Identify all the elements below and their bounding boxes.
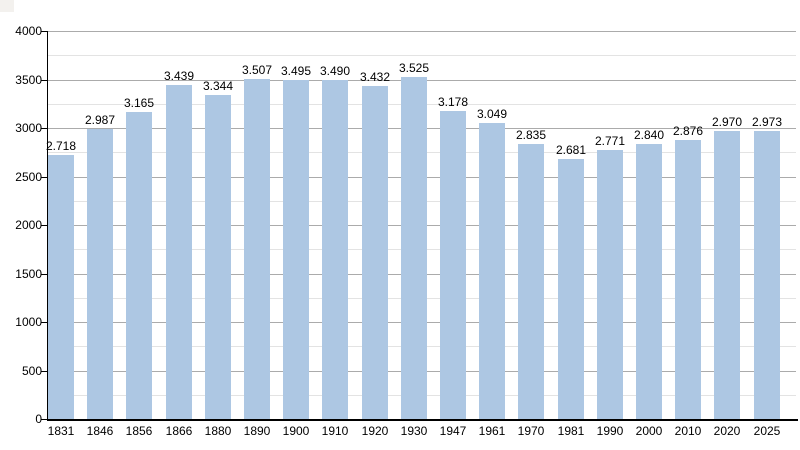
x-tick-label: 1990 [596, 424, 624, 438]
bar [322, 80, 348, 419]
y-axis-tick [41, 274, 47, 275]
y-axis-tick [41, 322, 47, 323]
y-tick-label: 0 [35, 412, 42, 426]
bar-value-label: 3.439 [163, 69, 195, 83]
bar [479, 123, 505, 419]
y-tick-label: 1500 [15, 267, 42, 281]
bar [558, 159, 584, 419]
x-tick-label: 2025 [753, 424, 781, 438]
bar-value-label: 2.718 [45, 139, 77, 153]
x-tick-label: 2020 [713, 424, 741, 438]
x-tick-label: 1831 [47, 424, 75, 438]
bar-value-label: 3.165 [123, 96, 155, 110]
x-tick-label: 2010 [674, 424, 702, 438]
minor-gridline [48, 55, 796, 56]
bar [714, 131, 740, 419]
bar-value-label: 3.178 [437, 95, 469, 109]
x-axis-line [46, 419, 798, 421]
x-tick-label: 1856 [125, 424, 153, 438]
bar-value-label: 3.495 [280, 64, 312, 78]
y-axis-tick [41, 225, 47, 226]
bar-value-label: 2.835 [515, 128, 547, 142]
bar [675, 140, 701, 419]
bar [401, 77, 427, 419]
bar [283, 80, 309, 419]
y-tick-label: 4000 [15, 24, 42, 38]
bar [166, 85, 192, 419]
x-tick-label: 1866 [165, 424, 193, 438]
y-axis-tick [41, 128, 47, 129]
bar [48, 155, 74, 419]
major-gridline [48, 31, 796, 32]
bar [597, 150, 623, 419]
bar-value-label: 3.525 [398, 61, 430, 75]
x-tick-label: 1947 [439, 424, 467, 438]
bar-value-label: 2.876 [672, 124, 704, 138]
y-axis-tick [41, 80, 47, 81]
y-tick-label: 2500 [15, 170, 42, 184]
y-tick-label: 3000 [15, 121, 42, 135]
x-tick-label: 1920 [361, 424, 389, 438]
y-axis-tick [41, 177, 47, 178]
x-tick-label: 1880 [204, 424, 232, 438]
y-axis-tick [41, 419, 47, 420]
bar [87, 129, 113, 419]
y-axis-line [46, 31, 48, 421]
x-tick-label: 1846 [86, 424, 114, 438]
bar-value-label: 2.970 [711, 115, 743, 129]
y-tick-label: 3500 [15, 73, 42, 87]
bar [244, 79, 270, 419]
y-tick-label: 500 [21, 364, 42, 378]
y-tick-label: 1000 [15, 315, 42, 329]
bar-value-label: 3.490 [319, 64, 351, 78]
x-tick-label: 1900 [282, 424, 310, 438]
bar [126, 112, 152, 419]
bar-value-label: 3.507 [241, 63, 273, 77]
bar-value-label: 2.771 [594, 134, 626, 148]
x-tick-label: 1961 [478, 424, 506, 438]
bar [205, 95, 231, 419]
bar-value-label: 2.840 [633, 128, 665, 142]
bar [440, 111, 466, 419]
y-axis-tick [41, 31, 47, 32]
x-tick-label: 2000 [635, 424, 663, 438]
x-tick-label: 1890 [243, 424, 271, 438]
bar [518, 144, 544, 419]
bar-value-label: 3.432 [359, 70, 391, 84]
bar [362, 86, 388, 419]
x-tick-label: 1930 [400, 424, 428, 438]
bar-value-label: 3.049 [476, 107, 508, 121]
x-tick-label: 1910 [321, 424, 349, 438]
y-axis-tick [41, 371, 47, 372]
bar [754, 131, 780, 419]
bar-value-label: 2.987 [84, 113, 116, 127]
bar-value-label: 2.681 [555, 143, 587, 157]
bar-value-label: 3.344 [202, 79, 234, 93]
x-tick-label: 1981 [557, 424, 585, 438]
corner-artifact [0, 0, 14, 12]
y-tick-label: 2000 [15, 218, 42, 232]
bar-value-label: 2.973 [751, 115, 783, 129]
bar [636, 144, 662, 419]
x-tick-label: 1970 [517, 424, 545, 438]
